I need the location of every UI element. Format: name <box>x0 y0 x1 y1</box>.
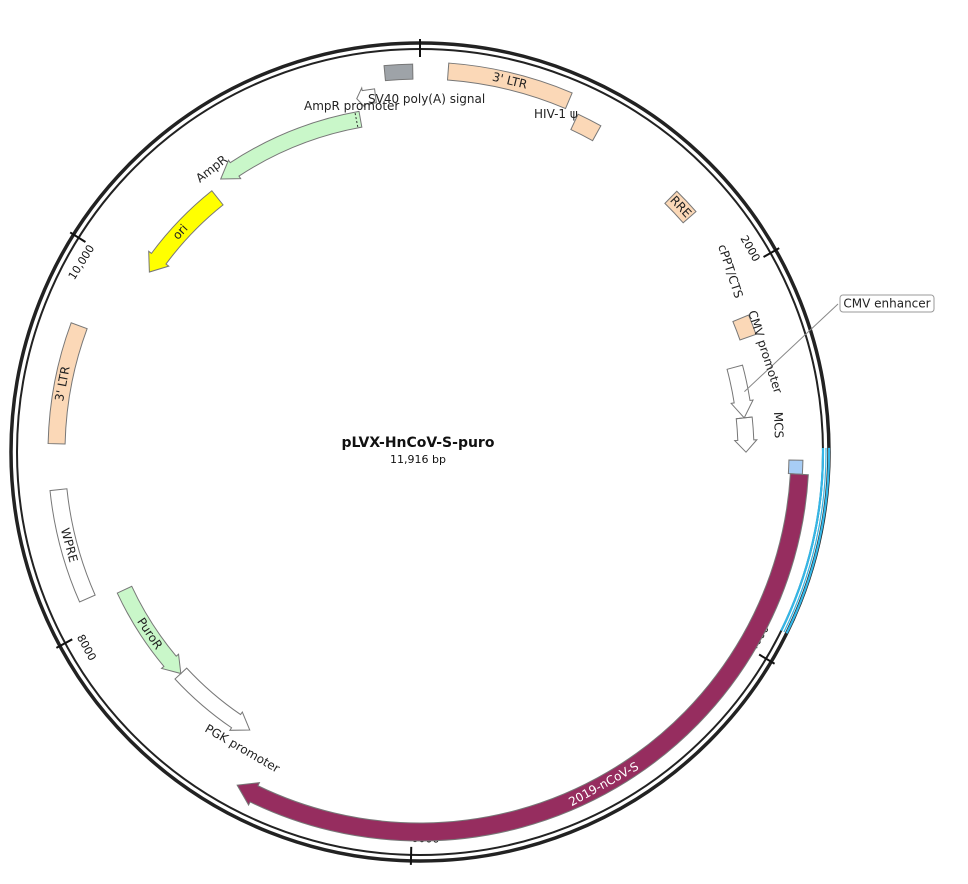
callout-line-cmv-enhancer <box>744 303 839 392</box>
scale-tick-label: 2000 <box>738 233 763 264</box>
feature-ampr-promoter[interactable] <box>356 86 377 109</box>
feature-ampr[interactable] <box>219 110 363 180</box>
plasmid-name: pLVX-HnCoV-S-puro <box>342 435 495 451</box>
backbone-outer-ring <box>9 41 831 863</box>
scale-tick-mark <box>69 231 86 243</box>
feature-wpre[interactable] <box>49 488 96 603</box>
scale-tick-mark <box>55 638 73 649</box>
feature-label-hiv1-psi: HIV-1 ψ <box>534 107 578 121</box>
feature-3-ltr-left[interactable] <box>47 322 88 445</box>
insert-highlight-arc <box>780 447 831 634</box>
scale-tick-label: 8000 <box>74 632 99 663</box>
feature-label-ampr-promoter: AmpR promoter <box>304 99 399 113</box>
cmv-divider <box>736 416 753 420</box>
highlight-arc-stroke <box>785 447 831 634</box>
feature-2019-ncov-s[interactable] <box>236 473 809 842</box>
feature-label-3-ltr-left: 3' LTR <box>52 365 72 402</box>
feature-label-cppt-cts: cPPT/CTS <box>715 243 746 300</box>
feature-mcs[interactable] <box>787 459 804 475</box>
feature-cmv-promoter[interactable] <box>733 416 758 453</box>
feature-hiv1-psi[interactable] <box>570 113 602 142</box>
feature-sv40-polya[interactable] <box>383 63 414 82</box>
feature-cppt-cts[interactable] <box>732 314 757 341</box>
feature-label-mcs: MCS <box>771 412 786 439</box>
feature-label-cmv-enhancer: CMV enhancer <box>843 297 930 311</box>
highlight-arc-stroke <box>783 447 827 633</box>
plasmid-backbone <box>9 41 831 863</box>
callout-box-cmv-enhancer <box>839 294 935 313</box>
feature-pgk-promoter[interactable] <box>174 667 251 731</box>
feature-layer <box>47 62 809 842</box>
scale-tick-label: 10,000 <box>66 243 97 283</box>
feature-puror[interactable] <box>116 585 182 675</box>
scale-tick-mark <box>763 247 780 258</box>
plasmid-size: 11,916 bp <box>390 453 446 466</box>
feature-cmv-enhancer[interactable] <box>726 364 754 419</box>
backbone-inner-ring <box>16 48 824 856</box>
feature-3-ltr-top[interactable] <box>446 62 573 110</box>
highlight-arc-stroke <box>780 447 825 632</box>
feature-rre[interactable] <box>664 190 697 224</box>
feature-label-sv40-polya: SV40 poly(A) signal <box>368 92 485 106</box>
scale-tick-mark <box>758 653 776 665</box>
feature-label-cmv-promoter: CMV promoter <box>745 309 785 396</box>
feature-ori[interactable] <box>148 190 224 273</box>
